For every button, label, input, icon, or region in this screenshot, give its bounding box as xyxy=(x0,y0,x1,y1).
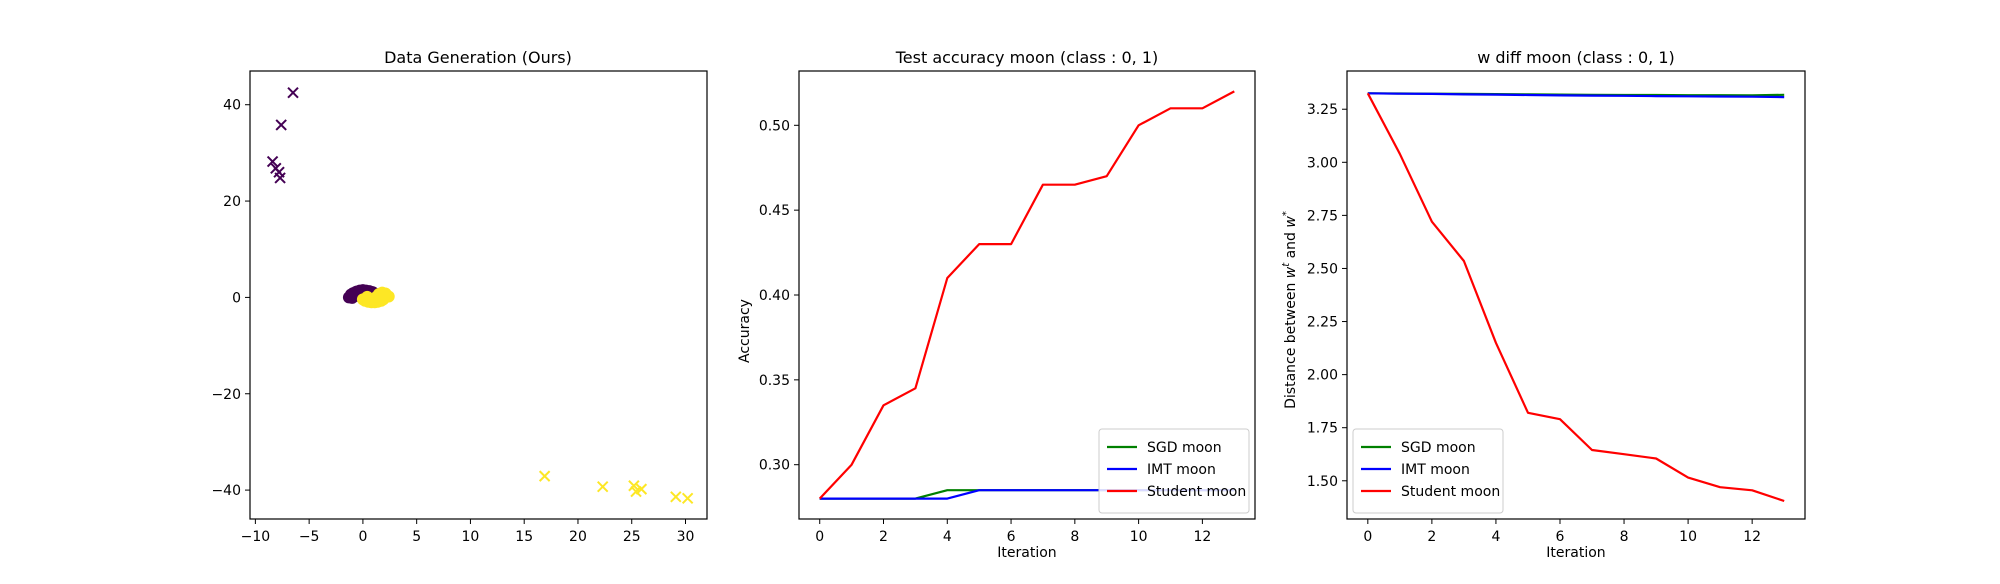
x-tick-label: 2 xyxy=(1427,529,1436,545)
plot-frame xyxy=(249,70,708,520)
moon-point xyxy=(378,289,391,301)
legend: SGD moon IMT moon Student moon xyxy=(1098,428,1250,514)
marker-stroke xyxy=(635,483,648,495)
x-tick-label: 0 xyxy=(815,529,824,545)
x-axis-label: Iteration xyxy=(1546,545,1605,561)
marker-stroke xyxy=(538,470,551,482)
generated-point-marker xyxy=(275,119,287,131)
legend-label: IMT moon xyxy=(1147,462,1216,478)
legend: SGD moon IMT moon Student moon xyxy=(1352,428,1504,514)
y-tick-label: 3.00 xyxy=(1307,155,1338,171)
y-tick-label: 2.50 xyxy=(1307,261,1338,277)
marker-stroke xyxy=(596,481,609,493)
y-tick-label: −20 xyxy=(211,387,241,403)
y-tick-label: 0.30 xyxy=(759,458,790,474)
y-axis-label-w: w xyxy=(1283,266,1299,278)
y-tick-label: 0.40 xyxy=(759,288,790,304)
y-axis-label-part: Distance between xyxy=(1283,278,1299,409)
x-tick-label: 2 xyxy=(879,529,888,545)
legend-label: SGD moon xyxy=(1147,440,1222,456)
moon-point xyxy=(342,291,355,304)
legend-label: Student moon xyxy=(1401,484,1500,500)
y-tick-label: 1.75 xyxy=(1307,421,1338,437)
generated-point-marker xyxy=(635,483,648,495)
x-tick-label: 10 xyxy=(1679,529,1697,545)
generated-point-marker xyxy=(266,155,279,168)
x-tick-label: 8 xyxy=(1070,529,1079,545)
x-tick-label: 10 xyxy=(1130,529,1148,545)
y-tick-label: 0 xyxy=(232,290,241,306)
x-tick-label: 8 xyxy=(1620,529,1629,545)
marker-stroke xyxy=(273,166,285,178)
y-tick-label: 0.35 xyxy=(759,373,790,389)
x-tick-label: 0 xyxy=(1363,529,1372,545)
y-tick-label: 2.25 xyxy=(1307,315,1338,331)
marker-stroke xyxy=(670,491,682,503)
generated-point-marker xyxy=(287,86,299,99)
x-tick-label: 12 xyxy=(1193,529,1211,545)
x-tick-label: 12 xyxy=(1743,529,1761,545)
generated-point-marker xyxy=(681,492,694,504)
series-line-student-moon xyxy=(1366,92,1785,503)
x-tick-label: 20 xyxy=(569,529,587,545)
x-tick-label: −5 xyxy=(299,529,320,545)
legend-label: IMT moon xyxy=(1401,462,1470,478)
moon-point xyxy=(361,290,374,303)
panel-title: w diff moon (class : 0, 1) xyxy=(1477,48,1675,67)
x-tick-label: 4 xyxy=(1491,529,1500,545)
line-panel-test-accuracy: Test accuracy moon (class : 0, 1) Iterat… xyxy=(737,48,1256,561)
x-tick-label: 25 xyxy=(623,529,641,545)
x-tick-label: 30 xyxy=(677,529,695,545)
panel-title: Data Generation (Ours) xyxy=(384,48,572,67)
legend-label: Student moon xyxy=(1147,484,1246,500)
marker-stroke xyxy=(266,155,279,168)
x-axis-label: Iteration xyxy=(997,545,1056,561)
scatter-panel-data-generation: Data Generation (Ours) −10 −5 0 5 10 15 20 25 30… xyxy=(211,48,708,545)
y-tick-label: 3.25 xyxy=(1307,102,1338,118)
line-panel-w-diff: w diff moon (class : 0, 1) Iteration Dis… xyxy=(1281,48,1806,561)
x-tick-label: 10 xyxy=(462,529,480,545)
y-tick-label: 1.50 xyxy=(1307,474,1338,490)
y-tick-label: 2.75 xyxy=(1307,208,1338,224)
y-axis-label: Accuracy xyxy=(737,299,753,363)
x-tick-label: 0 xyxy=(358,529,367,545)
y-tick-label: 2.00 xyxy=(1307,368,1338,384)
y-axis-label: Distance between wt and w* xyxy=(1281,211,1299,409)
marker-stroke xyxy=(628,480,640,492)
x-tick-label: 4 xyxy=(943,529,952,545)
generated-point-marker xyxy=(670,491,682,503)
marker-stroke xyxy=(681,492,694,504)
series-line-imt-moon xyxy=(1367,92,1785,99)
y-axis-label-superscript: * xyxy=(1281,211,1292,216)
y-axis-label-superscript: t xyxy=(1281,262,1292,267)
marker-stroke xyxy=(287,86,299,99)
marker-stroke xyxy=(274,172,286,184)
y-axis-label-w: w xyxy=(1283,216,1299,228)
x-tick-label: 5 xyxy=(412,529,421,545)
generated-point-marker xyxy=(538,470,551,482)
marker-stroke xyxy=(275,119,287,131)
x-tick-label: 15 xyxy=(515,529,533,545)
y-tick-label: 0.50 xyxy=(759,118,790,134)
plot-frame xyxy=(1346,70,1806,520)
panel-title: Test accuracy moon (class : 0, 1) xyxy=(895,48,1159,67)
legend-label: SGD moon xyxy=(1401,440,1476,456)
generated-point-marker xyxy=(596,481,609,493)
y-tick-label: 0.45 xyxy=(759,203,790,219)
x-tick-label: −10 xyxy=(241,529,271,545)
y-tick-label: 20 xyxy=(223,194,241,210)
generated-point-marker xyxy=(274,172,286,184)
y-tick-label: 40 xyxy=(223,98,241,114)
series-line-student-moon xyxy=(818,90,1235,500)
y-tick-label: −40 xyxy=(211,483,241,499)
y-axis-label-part: and xyxy=(1283,228,1299,263)
x-tick-label: 6 xyxy=(1007,529,1016,545)
plot-frame xyxy=(798,70,1256,520)
x-tick-label: 6 xyxy=(1556,529,1565,545)
